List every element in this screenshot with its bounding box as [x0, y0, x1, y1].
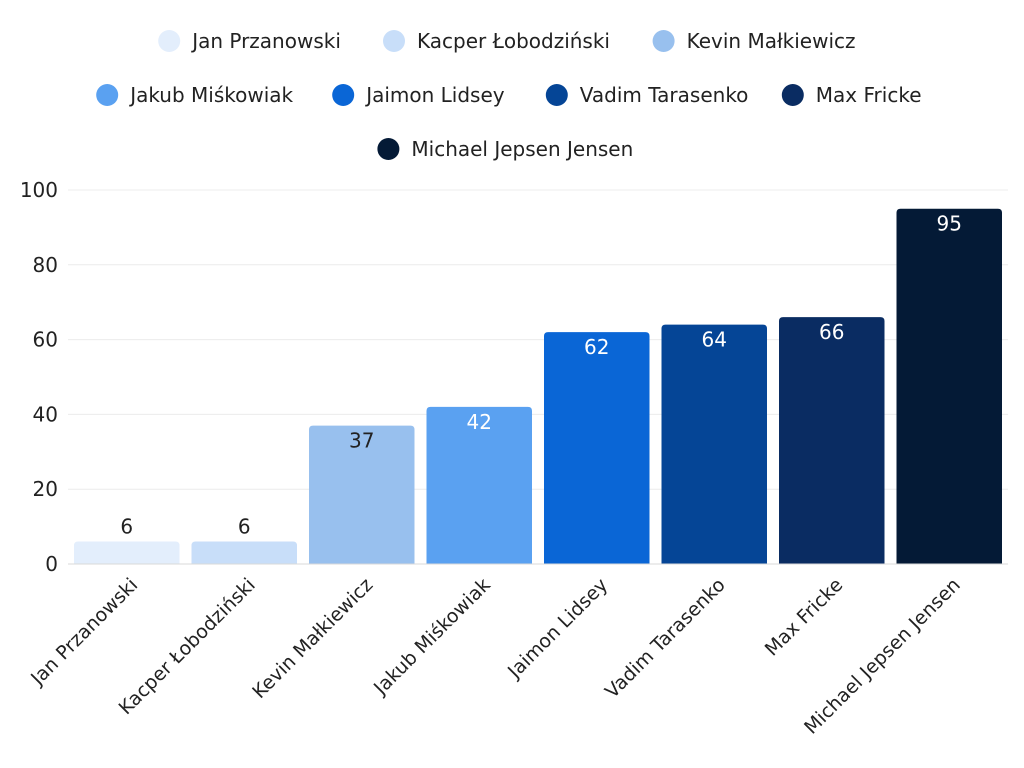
legend-label: Jan Przanowski [190, 29, 341, 53]
data-label-jaimon-lidsey: 62 [584, 335, 609, 359]
bar-jaimon-lidsey [544, 332, 650, 564]
bar-kacper-lobodzinski [191, 541, 297, 564]
legend-item-jan-przanowski[interactable]: Jan Przanowski [158, 29, 341, 53]
y-tick-label: 40 [33, 402, 58, 426]
x-tick-label-jan-przanowski: Jan Przanowski [26, 574, 142, 690]
y-tick-label: 100 [20, 178, 58, 202]
legend-swatch [545, 84, 568, 106]
x-tick-label-kacper-lobodzinski: Kacper Łobodziński [115, 574, 260, 719]
bar-max-fricke [779, 317, 885, 564]
legend-item-jaimon-lidsey[interactable]: Jaimon Lidsey [332, 83, 505, 107]
x-tick-label-vadim-tarasenko: Vadim Tarasenko [601, 574, 730, 703]
bar-michael-jepsen-jensen [896, 208, 1002, 564]
legend-item-kacper-lobodzinski[interactable]: Kacper Łobodziński [383, 29, 610, 53]
y-tick-label: 80 [33, 253, 58, 277]
y-tick-label: 0 [45, 552, 58, 576]
legend-label: Max Fricke [816, 83, 922, 107]
bar-jakub-miskowiak [426, 406, 532, 564]
legend-label: Michael Jepsen Jensen [411, 137, 633, 161]
legend-swatch [377, 138, 400, 160]
y-tick-label: 60 [33, 328, 58, 352]
legend-label: Jaimon Lidsey [364, 83, 505, 107]
legend: Jan Przanowski Kacper Łobodziński Kevin Ma… [96, 29, 922, 161]
legend-swatch [383, 30, 405, 52]
legend-swatch [96, 84, 119, 106]
data-label-vadim-tarasenko: 64 [702, 328, 727, 352]
bar-jan-przanowski [74, 541, 180, 564]
legend-label: Kacper Łobodziński [417, 29, 610, 53]
legend-item-michael-jepsen-jensen[interactable]: Michael Jepsen Jensen [377, 137, 633, 161]
x-tick-label-max-fricke: Max Fricke [761, 574, 848, 661]
data-label-kacper-lobodzinski: 6 [238, 515, 251, 539]
legend-item-kevin-malkiewicz[interactable]: Kevin Małkiewicz [652, 29, 856, 53]
data-label-jakub-miskowiak: 42 [467, 410, 492, 434]
y-axis: 0 20 40 60 80 100 [20, 178, 58, 576]
bar-vadim-tarasenko [661, 324, 767, 564]
data-label-jan-przanowski: 6 [120, 515, 133, 539]
legend-label: Jakub Miśkowiak [128, 83, 293, 107]
bar-kevin-malkiewicz [309, 425, 415, 564]
legend-label: Kevin Małkiewicz [687, 29, 856, 53]
data-label-kevin-malkiewicz: 37 [349, 429, 374, 453]
x-tick-label-kevin-malkiewicz: Kevin Małkiewicz [248, 574, 377, 703]
legend-swatch [332, 84, 355, 106]
legend-swatch [652, 30, 675, 52]
legend-label: Vadim Tarasenko [580, 83, 749, 107]
legend-swatch [158, 30, 181, 52]
legend-item-vadim-tarasenko[interactable]: Vadim Tarasenko [545, 83, 749, 107]
x-tick-label-jaimon-lidsey: Jaimon Lidsey [503, 574, 612, 683]
y-tick-label: 20 [33, 477, 58, 501]
x-tick-label-jakub-miskowiak: Jakub Miśkowiak [369, 574, 495, 700]
legend-item-max-fricke[interactable]: Max Fricke [781, 83, 922, 107]
legend-item-jakub-miskowiak[interactable]: Jakub Miśkowiak [96, 83, 294, 107]
legend-swatch [781, 84, 804, 106]
data-label-max-fricke: 66 [819, 320, 844, 344]
data-label-michael-jepsen-jensen: 95 [937, 212, 962, 236]
